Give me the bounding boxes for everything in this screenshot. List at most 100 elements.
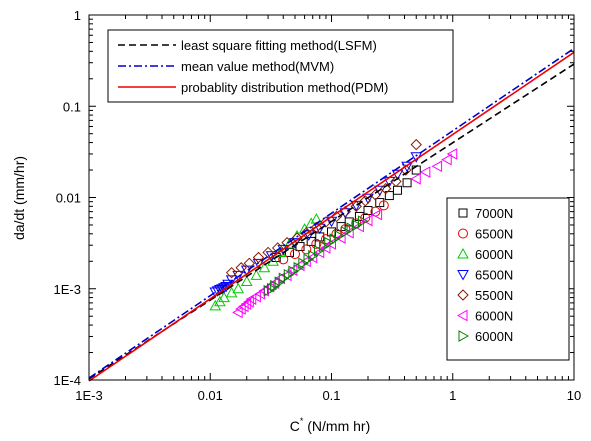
y-tick-label-4: 1	[74, 8, 81, 23]
legend-marker-5	[456, 309, 468, 322]
x-axis-label-units: (N/mm hr)	[303, 418, 370, 434]
data-point-3-21	[383, 176, 396, 188]
data-point-0-3	[306, 236, 316, 246]
legend-label-5: 6000N	[475, 309, 513, 324]
data-point-5-2	[238, 300, 249, 313]
legend-label-6: 6000N	[475, 329, 513, 344]
x-tick-label-3: 1	[449, 388, 456, 403]
data-point-5-1	[235, 303, 246, 315]
data-point-0-12	[392, 185, 402, 195]
data-point-3-7	[225, 275, 238, 286]
fit-legend-label-lsfm: least square fitting method(LSFM)	[181, 38, 377, 53]
data-point-5-4	[243, 295, 254, 308]
data-point-0-13	[402, 178, 412, 188]
legend-marker-1	[458, 228, 468, 239]
data-point-6-1	[266, 282, 278, 295]
y-axis-title: da/dt (mm/hr)	[11, 156, 27, 240]
data-point-2-7	[258, 261, 271, 273]
series-triangle-right-6	[263, 215, 369, 297]
legend-marker-4	[457, 289, 469, 301]
data-point-3-0	[209, 287, 222, 299]
data-point-4-0	[225, 266, 238, 279]
data-point-6-18	[351, 219, 363, 231]
data-point-4-13	[350, 200, 362, 213]
legend-marker-6	[458, 330, 470, 342]
data-point-3-22	[391, 169, 404, 181]
data-point-2-8	[267, 255, 279, 266]
data-point-5-10	[268, 277, 280, 290]
data-point-5-23	[361, 214, 373, 227]
x-tick-label-4: 10	[567, 388, 581, 403]
data-point-6-6	[288, 265, 299, 278]
x-axis-label-main: C	[290, 418, 300, 434]
data-point-6-10	[308, 249, 319, 262]
data-point-5-18	[319, 242, 331, 254]
legend-marker-0	[458, 208, 468, 218]
data-point-5-26	[419, 166, 431, 178]
data-point-6-17	[346, 222, 358, 235]
data-point-5-28	[441, 153, 452, 166]
y-axis-label: da/dt (mm/hr)	[11, 156, 27, 240]
data-point-2-4	[232, 282, 245, 294]
data-point-4-15	[369, 189, 382, 201]
data-point-5-20	[335, 232, 346, 244]
y-tick-label-0: 1E-4	[54, 373, 81, 388]
series-triangle-left-5	[232, 148, 458, 319]
data-point-4-10	[320, 216, 332, 228]
data-point-0-11	[384, 191, 394, 201]
data-point-5-3	[240, 298, 252, 310]
fit-legend: least square fitting method(LSFM) mean v…	[107, 29, 454, 103]
fit-legend-box	[107, 29, 454, 103]
data-point-4-9	[310, 221, 323, 234]
fit-line-0	[88, 63, 575, 380]
data-point-2-6	[250, 269, 263, 280]
legend-label-4: 5500N	[475, 288, 513, 303]
data-point-1-2	[301, 244, 312, 255]
x-tick-label-1: 0.01	[198, 388, 223, 403]
data-point-3-19	[362, 193, 374, 205]
data-point-0-1	[284, 247, 294, 257]
data-point-0-5	[327, 227, 336, 237]
x-tick-label-0: 1E-3	[75, 388, 102, 403]
data-point-5-27	[431, 160, 443, 173]
fit-legend-label-pdm: probablity distribution method(PDM)	[181, 80, 388, 95]
data-point-4-16	[380, 182, 392, 195]
data-point-6-19	[357, 215, 369, 228]
data-point-4-1	[235, 262, 247, 274]
fit-lines	[88, 47, 575, 382]
data-point-4-19	[410, 138, 422, 151]
data-point-4-14	[359, 195, 372, 207]
data-marks	[209, 138, 458, 319]
data-point-5-21	[343, 226, 354, 239]
data-point-6-4	[278, 272, 290, 285]
data-point-0-9	[363, 206, 373, 216]
data-point-5-25	[410, 173, 421, 185]
data-point-6-12	[319, 240, 330, 253]
legend-label-2: 6000N	[475, 247, 513, 262]
data-point-4-17	[390, 175, 402, 188]
data-point-4-3	[252, 251, 265, 264]
data-point-6-15	[334, 229, 345, 242]
legend-label-0: 7000N	[475, 206, 513, 221]
legend-marker-3	[457, 270, 469, 281]
marker-legend-items: 7000N 6500N 6000N 6500N 5500N 6000N 6000N	[456, 206, 513, 344]
data-point-5-13	[286, 264, 298, 276]
y-tick-label-1: 1E-3	[54, 282, 81, 297]
data-point-1-3	[311, 238, 322, 249]
x-axis-label-superscript: *	[300, 416, 304, 426]
data-point-6-8	[298, 257, 309, 270]
y-tick-label-3: 0.1	[63, 99, 81, 114]
data-point-6-11	[313, 245, 325, 257]
marker-legend: 7000N 6500N 6000N 6500N 5500N 6000N 6000N	[446, 197, 570, 361]
legend-label-1: 6500N	[475, 227, 513, 242]
x-axis-label: C* (N/mm hr)	[290, 416, 371, 434]
data-point-0-7	[344, 217, 354, 227]
legend-label-3: 6500N	[475, 268, 513, 283]
data-point-5-0	[232, 306, 243, 319]
marker-legend-box	[446, 197, 570, 361]
fit-line-2	[88, 51, 575, 382]
data-point-6-16	[340, 226, 352, 238]
fit-legend-label-mvm: mean value method(MVM)	[181, 59, 334, 74]
data-point-1-10	[378, 200, 389, 211]
